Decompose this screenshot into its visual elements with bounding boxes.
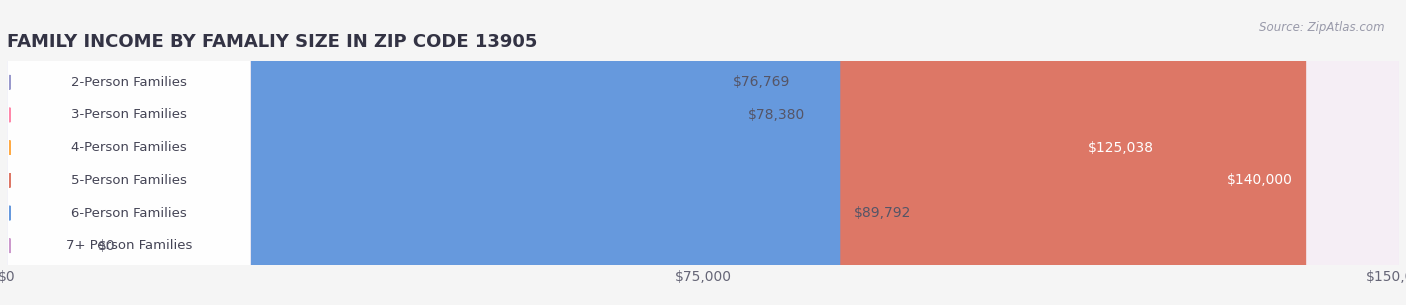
FancyBboxPatch shape <box>7 0 734 305</box>
Text: $140,000: $140,000 <box>1226 173 1292 187</box>
Text: 2-Person Families: 2-Person Families <box>70 76 187 89</box>
Text: $0: $0 <box>97 239 115 253</box>
FancyBboxPatch shape <box>7 0 720 305</box>
Text: Source: ZipAtlas.com: Source: ZipAtlas.com <box>1260 21 1385 34</box>
FancyBboxPatch shape <box>7 0 250 305</box>
FancyBboxPatch shape <box>7 0 1306 305</box>
Text: $78,380: $78,380 <box>748 108 806 122</box>
FancyBboxPatch shape <box>7 0 1399 305</box>
Text: 3-Person Families: 3-Person Families <box>70 109 187 121</box>
Text: 7+ Person Families: 7+ Person Families <box>66 239 193 252</box>
FancyBboxPatch shape <box>7 0 1167 305</box>
FancyBboxPatch shape <box>7 0 250 305</box>
FancyBboxPatch shape <box>7 0 1399 305</box>
FancyBboxPatch shape <box>7 0 1399 305</box>
Text: FAMILY INCOME BY FAMALIY SIZE IN ZIP CODE 13905: FAMILY INCOME BY FAMALIY SIZE IN ZIP COD… <box>7 33 537 51</box>
FancyBboxPatch shape <box>7 0 1399 305</box>
FancyBboxPatch shape <box>7 0 841 305</box>
FancyBboxPatch shape <box>7 0 250 305</box>
FancyBboxPatch shape <box>7 0 250 305</box>
FancyBboxPatch shape <box>7 0 250 305</box>
Text: 5-Person Families: 5-Person Families <box>70 174 187 187</box>
Text: 4-Person Families: 4-Person Families <box>70 141 187 154</box>
Text: $76,769: $76,769 <box>734 75 790 89</box>
Text: $89,792: $89,792 <box>855 206 911 220</box>
Text: 6-Person Families: 6-Person Families <box>70 206 187 220</box>
FancyBboxPatch shape <box>7 0 1399 305</box>
FancyBboxPatch shape <box>7 0 250 305</box>
FancyBboxPatch shape <box>7 0 1399 305</box>
Text: $125,038: $125,038 <box>1087 141 1153 155</box>
